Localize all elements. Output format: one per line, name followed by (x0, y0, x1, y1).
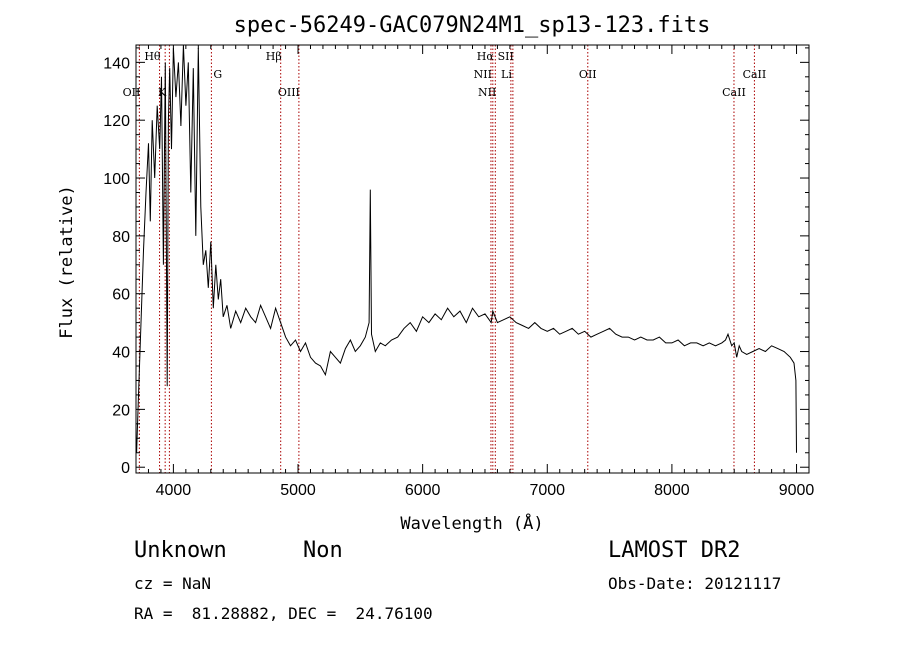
y-tick-label: 40 (112, 345, 130, 362)
y-tick-label: 120 (103, 113, 130, 130)
line-label: OIII (278, 86, 300, 99)
x-tick-label: 4000 (156, 482, 192, 499)
x-tick-label: 5000 (280, 482, 316, 499)
line-label: OII (579, 68, 597, 81)
object-class: Unknown (134, 538, 227, 563)
line-label: OII (123, 86, 141, 99)
y-axis: 0 20 40 60 80 100 120 140 (103, 47, 809, 477)
emission-line-markers (138, 45, 755, 473)
observation-date: Obs-Date: 20121117 (608, 574, 782, 593)
y-tick-label: 0 (121, 460, 130, 477)
y-tick-label: 140 (103, 55, 130, 72)
plot-frame (135, 44, 810, 474)
x-axis-label: Wavelength (Å) (400, 512, 543, 534)
line-label: NII (474, 68, 492, 81)
spectrum-layer (136, 44, 797, 453)
x-tick-label: 9000 (779, 482, 815, 499)
line-label: Li (501, 68, 512, 81)
object-subclass: Non (303, 538, 343, 563)
x-tick-label: 6000 (405, 482, 441, 499)
y-tick-label: 60 (112, 287, 130, 304)
redshift-readout: cz = NaN (134, 574, 212, 593)
spectrum-line-0 (136, 44, 797, 453)
y-tick-label: 80 (112, 229, 130, 246)
x-tick-label: 8000 (654, 482, 690, 499)
y-tick-label: 100 (103, 171, 130, 188)
coordinates-readout: RA = 81.28882, DEC = 24.76100 (134, 604, 433, 623)
line-label: K (158, 86, 167, 99)
x-tick-label: 7000 (529, 482, 565, 499)
line-label: Hα (477, 50, 495, 63)
line-label: G (213, 68, 222, 81)
line-label: Hθ (144, 50, 161, 63)
line-label: CaII (722, 86, 746, 99)
emission-line-labels: OII Hθ K G Hβ OIII NII Hα NII Li SII OII CaII CaII (123, 50, 767, 99)
line-label: Hβ (266, 50, 282, 63)
y-tick-label: 20 (112, 402, 130, 419)
survey-name: LAMOST DR2 (608, 538, 741, 563)
line-label: NII (478, 86, 496, 99)
y-axis-label: Flux (relative) (57, 185, 77, 339)
chart-title: spec-56249-GAC079N24M1_sp13-123.fits (234, 13, 711, 38)
x-axis: 4000 5000 6000 7000 8000 9000 (147, 45, 815, 499)
line-label: SII (498, 50, 514, 63)
line-label: CaII (743, 68, 767, 81)
